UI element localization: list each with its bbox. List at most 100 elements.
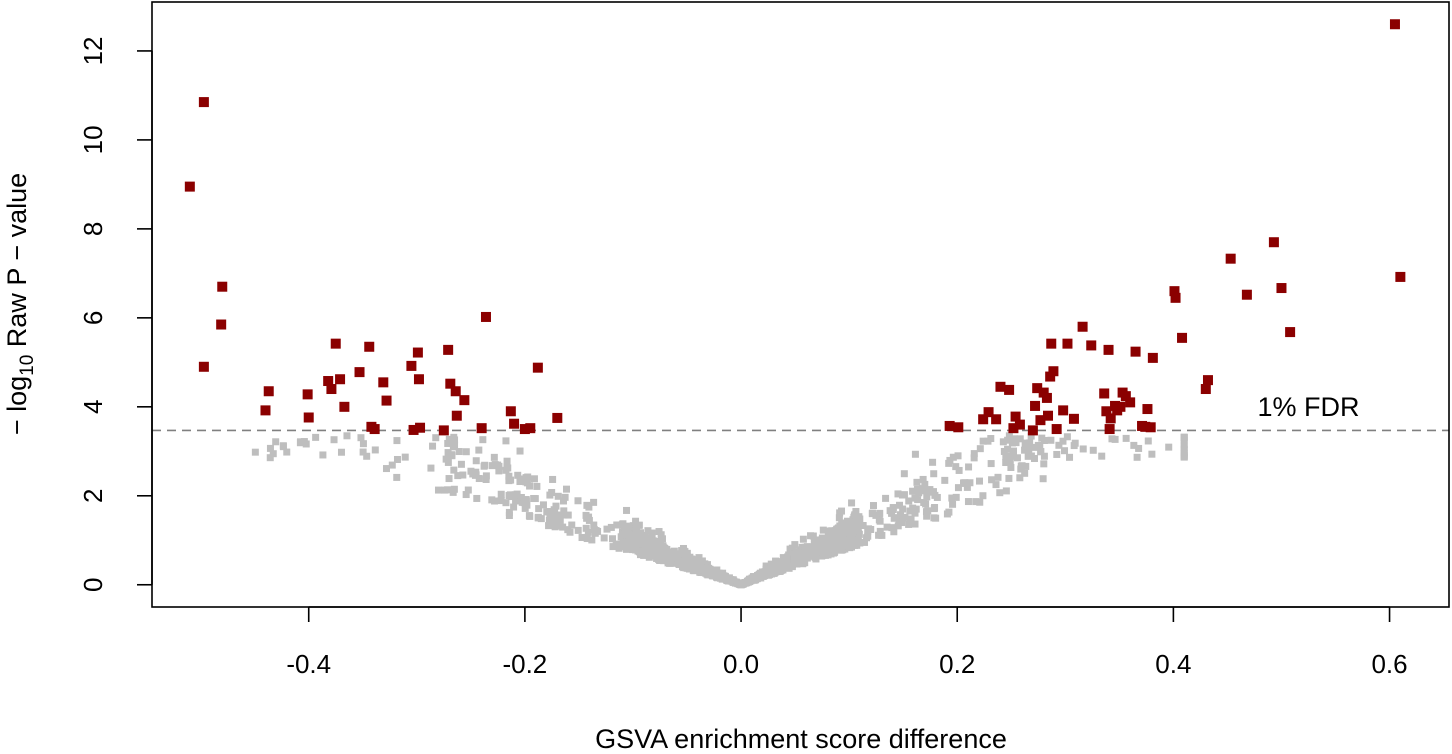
nonsignificant-point xyxy=(859,522,867,530)
significant-point xyxy=(378,377,389,388)
significant-point xyxy=(1389,19,1400,30)
nonsignificant-point xyxy=(684,558,692,566)
significant-point xyxy=(364,341,375,352)
nonsignificant-point xyxy=(811,540,819,548)
nonsignificant-point xyxy=(834,531,842,539)
nonsignificant-point xyxy=(987,435,995,443)
y-axis-title-subscript: 10 xyxy=(17,355,38,376)
nonsignificant-point xyxy=(630,539,638,547)
nonsignificant-point xyxy=(911,520,919,528)
significant-point xyxy=(1130,346,1141,357)
significant-point xyxy=(1027,425,1038,436)
nonsignificant-point xyxy=(475,475,483,483)
nonsignificant-point xyxy=(1008,439,1016,447)
nonsignificant-point xyxy=(1180,433,1188,441)
nonsignificant-point xyxy=(632,546,640,554)
nonsignificant-point xyxy=(849,529,857,537)
nonsignificant-point xyxy=(445,435,453,443)
nonsignificant-point xyxy=(913,478,921,486)
nonsignificant-point xyxy=(503,457,511,465)
significant-point xyxy=(323,376,334,387)
nonsignificant-point xyxy=(757,570,765,578)
x-tick-label: -0.2 xyxy=(502,649,547,679)
significant-point xyxy=(406,360,417,371)
nonsignificant-point xyxy=(585,503,593,511)
nonsignificant-point xyxy=(505,508,513,516)
significant-point xyxy=(519,424,530,435)
significant-point xyxy=(509,418,520,429)
nonsignificant-point xyxy=(742,579,750,587)
nonsignificant-point xyxy=(1180,452,1188,460)
nonsignificant-point xyxy=(882,494,890,502)
significant-point xyxy=(991,414,1002,425)
significant-point xyxy=(1268,237,1279,248)
nonsignificant-point xyxy=(822,547,830,555)
nonsignificant-point xyxy=(1053,450,1061,458)
nonsignificant-point xyxy=(996,489,1004,497)
nonsignificant-point xyxy=(876,527,884,535)
nonsignificant-point xyxy=(648,529,656,537)
nonsignificant-point xyxy=(906,507,914,515)
y-tick-label: 0 xyxy=(78,578,108,592)
nonsignificant-point xyxy=(302,440,310,448)
nonsignificant-point xyxy=(568,521,576,529)
nonsignificant-point xyxy=(585,516,593,524)
nonsignificant-point xyxy=(550,506,558,514)
significant-point xyxy=(1125,397,1136,408)
nonsignificant-point xyxy=(810,548,818,556)
nonsignificant-point xyxy=(1122,434,1130,442)
nonsignificant-point xyxy=(582,524,590,532)
nonsignificant-point xyxy=(545,522,553,530)
significant-point xyxy=(1043,410,1054,421)
x-axis-title: GSVA enrichment score difference xyxy=(595,724,1007,754)
nonsignificant-point xyxy=(930,514,938,522)
nonsignificant-point xyxy=(559,523,567,531)
nonsignificant-point xyxy=(382,465,390,473)
nonsignificant-point xyxy=(678,563,686,571)
nonsignificant-point xyxy=(979,437,987,445)
nonsignificant-point xyxy=(662,554,670,562)
significant-point xyxy=(443,344,454,355)
nonsignificant-point xyxy=(551,523,559,531)
nonsignificant-point xyxy=(825,533,833,541)
x-tick-label: -0.4 xyxy=(286,649,331,679)
nonsignificant-point xyxy=(653,540,661,548)
nonsignificant-point xyxy=(876,517,884,525)
nonsignificant-point xyxy=(948,494,956,502)
nonsignificant-point xyxy=(482,472,490,480)
nonsignificant-point xyxy=(393,455,401,463)
nonsignificant-point xyxy=(393,437,401,445)
nonsignificant-point xyxy=(855,530,863,538)
nonsignificant-point xyxy=(661,546,669,554)
nonsignificant-point xyxy=(1010,435,1018,443)
nonsignificant-point xyxy=(819,526,827,534)
nonsignificant-point xyxy=(682,550,690,558)
nonsignificant-point xyxy=(852,507,860,515)
nonsignificant-point xyxy=(517,493,525,501)
nonsignificant-point xyxy=(890,528,898,536)
nonsignificant-point xyxy=(901,513,909,521)
nonsignificant-point xyxy=(1133,453,1141,461)
nonsignificant-point xyxy=(510,503,518,511)
nonsignificant-point xyxy=(750,574,758,582)
nonsignificant-point xyxy=(272,438,280,446)
nonsignificant-point xyxy=(1004,436,1012,444)
nonsignificant-point xyxy=(623,535,631,543)
nonsignificant-point xyxy=(1180,441,1188,449)
nonsignificant-point xyxy=(1021,469,1029,477)
significant-point xyxy=(381,395,392,406)
nonsignificant-point xyxy=(795,552,803,560)
nonsignificant-point xyxy=(330,436,338,444)
significant-point xyxy=(1395,271,1406,282)
nonsignificant-point xyxy=(530,475,538,483)
nonsignificant-point xyxy=(851,541,859,549)
nonsignificant-point xyxy=(371,446,379,454)
nonsignificant-point xyxy=(337,448,345,456)
nonsignificant-point xyxy=(788,544,796,552)
nonsignificant-point xyxy=(921,480,929,488)
nonsignificant-point xyxy=(1059,437,1067,445)
significant-point xyxy=(1077,321,1088,332)
nonsignificant-point xyxy=(669,548,677,556)
nonsignificant-point xyxy=(343,432,351,440)
nonsignificant-point xyxy=(619,543,627,551)
